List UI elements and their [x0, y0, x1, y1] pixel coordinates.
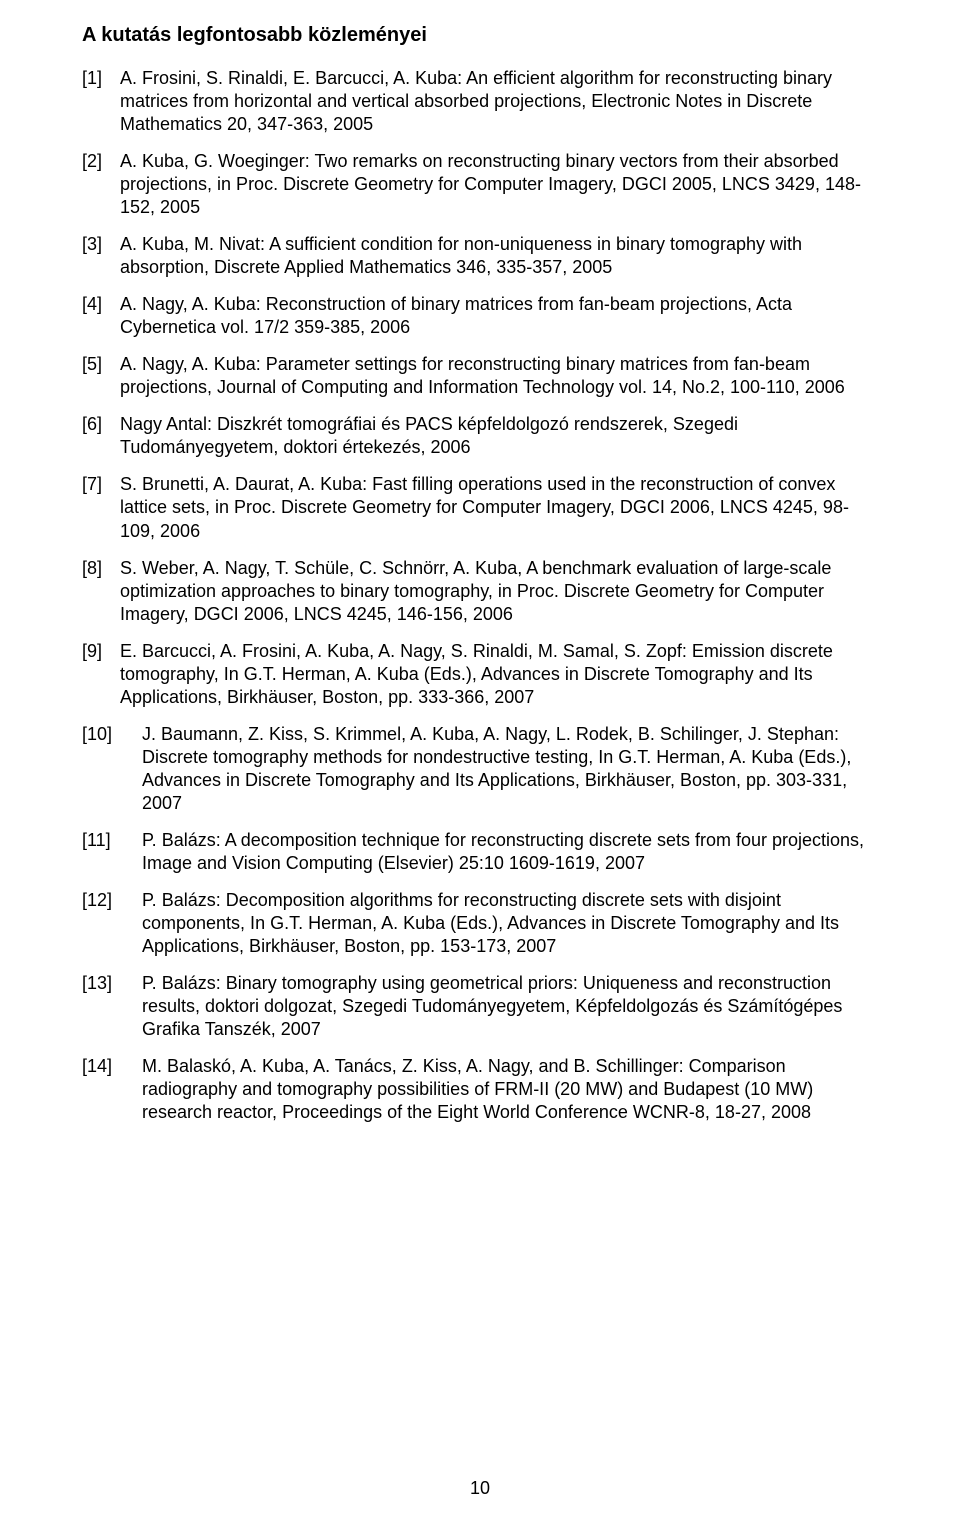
reference-number: [11] [82, 829, 142, 875]
reference-number: [14] [82, 1055, 142, 1124]
reference-text: A. Frosini, S. Rinaldi, E. Barcucci, A. … [120, 67, 878, 136]
reference-text: P. Balázs: A decomposition technique for… [142, 829, 878, 875]
reference-text: P. Balázs: Decomposition algorithms for … [142, 889, 878, 958]
reference-item: [14]M. Balaskó, A. Kuba, A. Tanács, Z. K… [82, 1055, 878, 1124]
reference-number: [7] [82, 473, 120, 542]
reference-item: [5]A. Nagy, A. Kuba: Parameter settings … [82, 353, 878, 399]
reference-item: [8]S. Weber, A. Nagy, T. Schüle, C. Schn… [82, 557, 878, 626]
reference-item: [1]A. Frosini, S. Rinaldi, E. Barcucci, … [82, 67, 878, 136]
section-title: A kutatás legfontosabb közleményei [82, 24, 878, 47]
reference-number: [5] [82, 353, 120, 399]
reference-item: [11]P. Balázs: A decomposition technique… [82, 829, 878, 875]
reference-item: [7]S. Brunetti, A. Daurat, A. Kuba: Fast… [82, 473, 878, 542]
reference-text: E. Barcucci, A. Frosini, A. Kuba, A. Nag… [120, 640, 878, 709]
reference-number: [1] [82, 67, 120, 136]
reference-number: [6] [82, 413, 120, 459]
reference-text: S. Brunetti, A. Daurat, A. Kuba: Fast fi… [120, 473, 878, 542]
reference-item: [12]P. Balázs: Decomposition algorithms … [82, 889, 878, 958]
reference-number: [12] [82, 889, 142, 958]
reference-item: [9]E. Barcucci, A. Frosini, A. Kuba, A. … [82, 640, 878, 709]
reference-item: [4]A. Nagy, A. Kuba: Reconstruction of b… [82, 293, 878, 339]
reference-item: [6]Nagy Antal: Diszkrét tomográfiai és P… [82, 413, 878, 459]
reference-text: J. Baumann, Z. Kiss, S. Krimmel, A. Kuba… [142, 723, 878, 815]
reference-number: [2] [82, 150, 120, 219]
reference-number: [13] [82, 972, 142, 1041]
reference-item: [13]P. Balázs: Binary tomography using g… [82, 972, 878, 1041]
reference-text: A. Kuba, G. Woeginger: Two remarks on re… [120, 150, 878, 219]
page-number: 10 [0, 1478, 960, 1499]
reference-text: S. Weber, A. Nagy, T. Schüle, C. Schnörr… [120, 557, 878, 626]
reference-item: [10]J. Baumann, Z. Kiss, S. Krimmel, A. … [82, 723, 878, 815]
reference-text: A. Nagy, A. Kuba: Reconstruction of bina… [120, 293, 878, 339]
reference-text: A. Nagy, A. Kuba: Parameter settings for… [120, 353, 878, 399]
references-list: [1]A. Frosini, S. Rinaldi, E. Barcucci, … [82, 67, 878, 1124]
page: A kutatás legfontosabb közleményei [1]A.… [0, 0, 960, 1521]
reference-number: [4] [82, 293, 120, 339]
reference-text: P. Balázs: Binary tomography using geome… [142, 972, 878, 1041]
reference-item: [3]A. Kuba, M. Nivat: A sufficient condi… [82, 233, 878, 279]
reference-item: [2]A. Kuba, G. Woeginger: Two remarks on… [82, 150, 878, 219]
reference-number: [9] [82, 640, 120, 709]
reference-text: Nagy Antal: Diszkrét tomográfiai és PACS… [120, 413, 878, 459]
reference-text: M. Balaskó, A. Kuba, A. Tanács, Z. Kiss,… [142, 1055, 878, 1124]
reference-number: [8] [82, 557, 120, 626]
reference-number: [10] [82, 723, 142, 815]
reference-text: A. Kuba, M. Nivat: A sufficient conditio… [120, 233, 878, 279]
reference-number: [3] [82, 233, 120, 279]
